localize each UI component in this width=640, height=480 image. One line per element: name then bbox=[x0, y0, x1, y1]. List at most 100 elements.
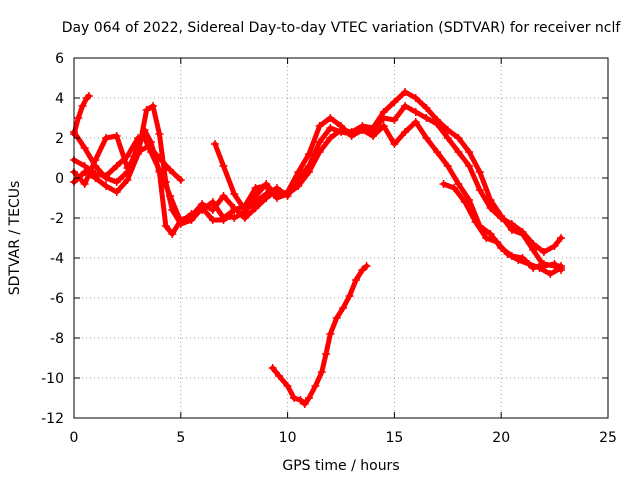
y-tick-label: -8 bbox=[50, 331, 64, 347]
data-point bbox=[80, 180, 89, 188]
data-point bbox=[268, 364, 277, 372]
data-point bbox=[304, 394, 313, 402]
data-point bbox=[315, 148, 324, 156]
series-layer bbox=[70, 88, 566, 408]
data-point bbox=[369, 132, 378, 140]
data-point bbox=[123, 164, 132, 172]
data-point bbox=[535, 264, 544, 272]
data-point bbox=[166, 166, 175, 174]
data-point bbox=[155, 154, 164, 162]
data-point bbox=[208, 216, 217, 224]
data-point bbox=[161, 178, 170, 186]
data-point bbox=[123, 176, 132, 184]
data-point bbox=[358, 266, 367, 274]
x-tick-label: 15 bbox=[385, 430, 403, 446]
data-point bbox=[168, 230, 177, 238]
data-point bbox=[176, 220, 185, 228]
data-point bbox=[539, 260, 548, 268]
data-point bbox=[454, 148, 463, 156]
data-point bbox=[518, 230, 527, 238]
y-tick-label: 0 bbox=[55, 171, 64, 187]
data-point bbox=[443, 126, 452, 134]
data-point bbox=[187, 216, 196, 224]
data-point bbox=[262, 180, 271, 188]
x-tick-label: 0 bbox=[70, 430, 79, 446]
data-point bbox=[497, 212, 506, 220]
data-point bbox=[450, 184, 459, 192]
data-point bbox=[326, 124, 335, 132]
data-point bbox=[422, 114, 431, 122]
data-point bbox=[379, 122, 388, 130]
series-line-trace-8 bbox=[270, 263, 370, 407]
data-point bbox=[230, 206, 239, 214]
x-tick-label: 25 bbox=[599, 430, 617, 446]
data-point bbox=[557, 234, 566, 242]
data-point bbox=[283, 382, 292, 390]
data-point bbox=[326, 330, 335, 338]
data-point bbox=[176, 176, 185, 184]
data-point bbox=[80, 144, 89, 152]
data-point bbox=[475, 186, 484, 194]
data-point bbox=[379, 108, 388, 116]
data-point bbox=[401, 128, 410, 136]
data-point bbox=[433, 148, 442, 156]
data-point bbox=[225, 212, 234, 220]
data-point bbox=[78, 102, 87, 110]
data-point bbox=[332, 314, 341, 322]
data-point bbox=[294, 182, 303, 190]
data-point bbox=[358, 126, 367, 134]
data-point bbox=[304, 150, 313, 158]
data-point bbox=[251, 184, 260, 192]
data-point bbox=[411, 108, 420, 116]
data-point bbox=[251, 198, 260, 206]
data-point bbox=[134, 148, 143, 156]
data-point bbox=[471, 218, 480, 226]
data-point bbox=[168, 206, 177, 214]
data-point bbox=[482, 234, 491, 242]
y-tick-label: 4 bbox=[55, 91, 64, 107]
data-point bbox=[283, 192, 292, 200]
data-point bbox=[486, 230, 495, 238]
data-point bbox=[433, 116, 442, 124]
data-point bbox=[390, 116, 399, 124]
data-point bbox=[390, 98, 399, 106]
data-point bbox=[390, 140, 399, 148]
data-point bbox=[475, 168, 484, 176]
data-point bbox=[102, 182, 111, 190]
data-point bbox=[275, 372, 284, 380]
chart-title: Day 064 of 2022, Sidereal Day-to-day VTE… bbox=[62, 20, 622, 36]
data-point bbox=[219, 216, 228, 224]
data-point bbox=[112, 188, 121, 196]
data-point bbox=[102, 172, 111, 180]
data-point bbox=[529, 246, 538, 254]
data-point bbox=[326, 134, 335, 142]
x-tick-label: 5 bbox=[176, 430, 185, 446]
x-tick-label: 10 bbox=[279, 430, 297, 446]
y-tick-label: -6 bbox=[50, 291, 64, 307]
data-point bbox=[272, 192, 281, 200]
series-line-trace-7 bbox=[441, 181, 564, 277]
y-tick-label: -12 bbox=[41, 411, 64, 427]
data-point bbox=[514, 256, 523, 264]
data-point bbox=[230, 190, 239, 198]
data-point bbox=[230, 214, 239, 222]
data-point bbox=[272, 184, 281, 192]
data-point bbox=[219, 162, 228, 170]
data-point bbox=[550, 242, 559, 250]
data-point bbox=[112, 132, 121, 140]
data-point bbox=[465, 162, 474, 170]
data-point bbox=[507, 226, 516, 234]
data-point bbox=[155, 130, 164, 138]
x-axis-label: GPS time / hours bbox=[282, 458, 399, 474]
data-point bbox=[401, 102, 410, 110]
data-point bbox=[290, 394, 299, 402]
axis-ticks: 0 5 10 15 20 25 -12 -10 -8 -6 -4 -2 0 2 4 6 bbox=[41, 51, 617, 446]
data-point bbox=[210, 140, 219, 148]
data-point bbox=[443, 162, 452, 170]
x-tick-label: 20 bbox=[492, 430, 510, 446]
data-point bbox=[142, 106, 151, 114]
data-point bbox=[362, 262, 371, 270]
data-point bbox=[311, 382, 320, 390]
data-point bbox=[454, 180, 463, 188]
